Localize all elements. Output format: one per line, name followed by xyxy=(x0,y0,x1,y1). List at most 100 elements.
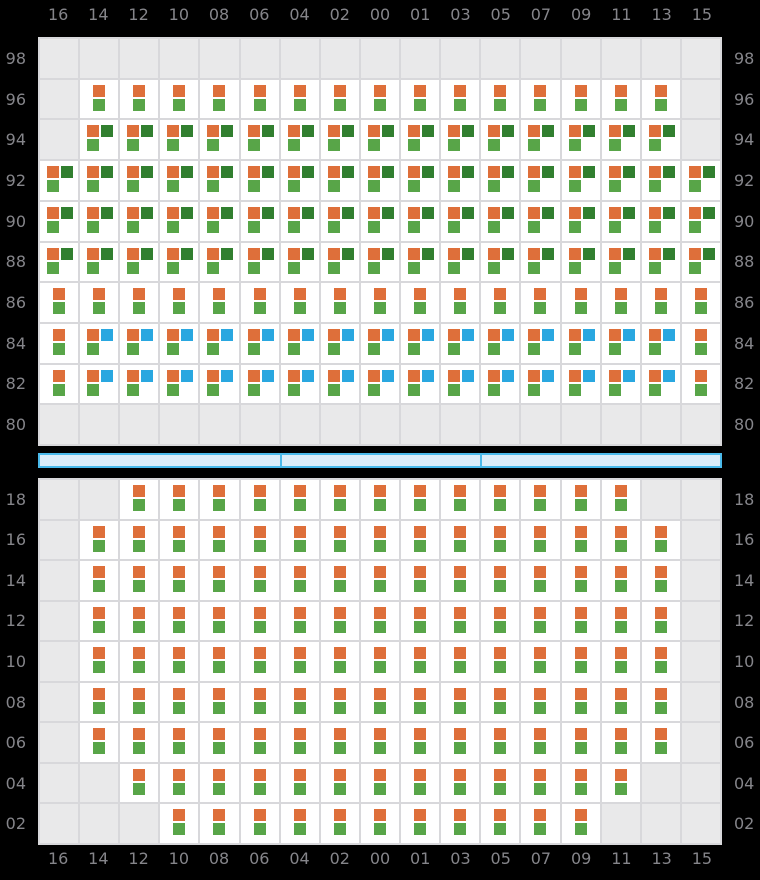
bay-cell-10-02[interactable] xyxy=(320,642,359,681)
bay-cell-88-13[interactable] xyxy=(641,242,680,282)
bay-cell-16-14[interactable] xyxy=(80,520,119,560)
bay-cell-92-05[interactable] xyxy=(481,161,520,200)
bay-cell-92-14[interactable] xyxy=(80,161,119,200)
bay-cell-10-03[interactable] xyxy=(441,642,480,681)
bay-cell-04-09[interactable] xyxy=(561,763,600,803)
bay-cell-90-00[interactable] xyxy=(360,201,400,241)
bay-cell-06-12[interactable] xyxy=(120,723,159,762)
bay-cell-84-11[interactable] xyxy=(601,323,640,363)
bay-cell-96-13[interactable] xyxy=(641,79,680,119)
bay-cell-02-03[interactable] xyxy=(441,804,480,843)
bay-cell-84-08[interactable] xyxy=(200,323,239,363)
bay-cell-94-00[interactable] xyxy=(360,120,400,160)
bay-cell-96-02[interactable] xyxy=(320,79,359,119)
bay-cell-16-13[interactable] xyxy=(641,520,680,560)
bay-cell-04-10[interactable] xyxy=(160,763,199,803)
bay-cell-88-04[interactable] xyxy=(280,242,319,282)
bay-cell-18-05[interactable] xyxy=(481,480,520,519)
bay-cell-84-00[interactable] xyxy=(360,323,400,363)
bay-cell-90-01[interactable] xyxy=(401,201,440,241)
bay-cell-02-00[interactable] xyxy=(360,804,400,843)
bay-cell-10-10[interactable] xyxy=(160,642,199,681)
bay-cell-14-01[interactable] xyxy=(401,561,440,600)
bay-cell-16-11[interactable] xyxy=(601,520,640,560)
bay-cell-82-06[interactable] xyxy=(240,364,279,404)
bay-cell-16-05[interactable] xyxy=(481,520,520,560)
bay-cell-16-10[interactable] xyxy=(160,520,199,560)
bay-cell-86-07[interactable] xyxy=(521,283,560,322)
bay-cell-88-05[interactable] xyxy=(481,242,520,282)
bay-cell-04-06[interactable] xyxy=(240,763,279,803)
bay-cell-94-04[interactable] xyxy=(280,120,319,160)
bay-cell-12-13[interactable] xyxy=(641,601,680,641)
bay-cell-12-08[interactable] xyxy=(200,601,239,641)
bay-cell-04-12[interactable] xyxy=(120,763,159,803)
bay-cell-06-03[interactable] xyxy=(441,723,480,762)
bay-cell-02-04[interactable] xyxy=(280,804,319,843)
bay-cell-04-07[interactable] xyxy=(521,763,560,803)
bay-cell-08-08[interactable] xyxy=(200,682,239,722)
bay-cell-82-04[interactable] xyxy=(280,364,319,404)
bay-cell-94-13[interactable] xyxy=(641,120,680,160)
bay-cell-82-15[interactable] xyxy=(681,364,720,404)
bay-cell-94-11[interactable] xyxy=(601,120,640,160)
bay-cell-90-02[interactable] xyxy=(320,201,359,241)
bay-cell-12-01[interactable] xyxy=(401,601,440,641)
bay-cell-12-06[interactable] xyxy=(240,601,279,641)
bay-cell-18-12[interactable] xyxy=(120,480,159,519)
bay-cell-14-10[interactable] xyxy=(160,561,199,600)
bay-cell-82-09[interactable] xyxy=(561,364,600,404)
bay-cell-94-10[interactable] xyxy=(160,120,199,160)
bay-cell-84-05[interactable] xyxy=(481,323,520,363)
bay-cell-12-05[interactable] xyxy=(481,601,520,641)
bay-cell-04-02[interactable] xyxy=(320,763,359,803)
bay-cell-92-06[interactable] xyxy=(240,161,279,200)
bay-cell-12-10[interactable] xyxy=(160,601,199,641)
bay-cell-96-04[interactable] xyxy=(280,79,319,119)
bay-cell-92-01[interactable] xyxy=(401,161,440,200)
bay-cell-86-15[interactable] xyxy=(681,283,720,322)
bay-cell-12-03[interactable] xyxy=(441,601,480,641)
bay-cell-94-02[interactable] xyxy=(320,120,359,160)
bay-cell-02-01[interactable] xyxy=(401,804,440,843)
bay-cell-18-09[interactable] xyxy=(561,480,600,519)
bay-cell-08-07[interactable] xyxy=(521,682,560,722)
bay-cell-94-09[interactable] xyxy=(561,120,600,160)
bay-cell-88-12[interactable] xyxy=(120,242,159,282)
bay-cell-14-12[interactable] xyxy=(120,561,159,600)
bay-cell-90-07[interactable] xyxy=(521,201,560,241)
bay-cell-14-06[interactable] xyxy=(240,561,279,600)
bay-cell-82-12[interactable] xyxy=(120,364,159,404)
bay-cell-06-05[interactable] xyxy=(481,723,520,762)
bay-cell-08-05[interactable] xyxy=(481,682,520,722)
bay-cell-12-09[interactable] xyxy=(561,601,600,641)
bay-cell-14-08[interactable] xyxy=(200,561,239,600)
bay-cell-88-14[interactable] xyxy=(80,242,119,282)
bay-cell-88-16[interactable] xyxy=(40,242,79,282)
bay-cell-12-12[interactable] xyxy=(120,601,159,641)
bay-cell-96-01[interactable] xyxy=(401,79,440,119)
bay-cell-92-08[interactable] xyxy=(200,161,239,200)
bay-cell-90-05[interactable] xyxy=(481,201,520,241)
bay-cell-14-03[interactable] xyxy=(441,561,480,600)
bay-cell-02-09[interactable] xyxy=(561,804,600,843)
bay-cell-92-13[interactable] xyxy=(641,161,680,200)
bay-cell-90-10[interactable] xyxy=(160,201,199,241)
bay-cell-82-11[interactable] xyxy=(601,364,640,404)
bay-cell-90-14[interactable] xyxy=(80,201,119,241)
bay-cell-92-10[interactable] xyxy=(160,161,199,200)
bay-cell-10-09[interactable] xyxy=(561,642,600,681)
bay-cell-06-07[interactable] xyxy=(521,723,560,762)
bay-cell-88-15[interactable] xyxy=(681,242,720,282)
bay-cell-90-12[interactable] xyxy=(120,201,159,241)
bay-cell-96-08[interactable] xyxy=(200,79,239,119)
bay-cell-06-10[interactable] xyxy=(160,723,199,762)
bay-cell-92-09[interactable] xyxy=(561,161,600,200)
bay-cell-04-01[interactable] xyxy=(401,763,440,803)
bay-cell-18-00[interactable] xyxy=(360,480,400,519)
bay-cell-06-13[interactable] xyxy=(641,723,680,762)
bay-cell-84-13[interactable] xyxy=(641,323,680,363)
bay-cell-84-07[interactable] xyxy=(521,323,560,363)
bay-cell-96-11[interactable] xyxy=(601,79,640,119)
bay-cell-84-16[interactable] xyxy=(40,323,79,363)
